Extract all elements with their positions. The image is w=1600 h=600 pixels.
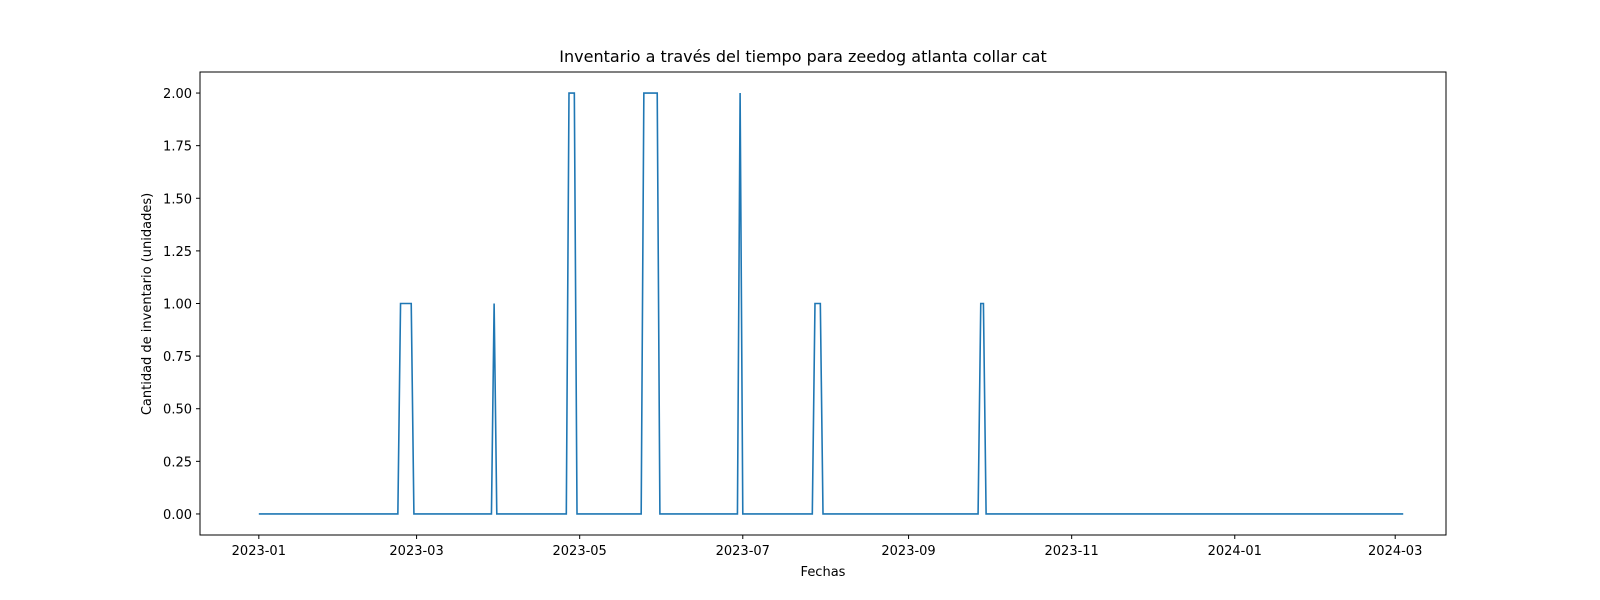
x-tick-label: 2024-01 bbox=[1208, 544, 1262, 559]
series-line bbox=[258, 92, 1404, 515]
y-tick-label: 1.25 bbox=[163, 245, 192, 260]
y-tick-label: 1.00 bbox=[163, 298, 192, 313]
x-tick-label: 2023-01 bbox=[232, 544, 286, 559]
y-tick-label: 2.00 bbox=[163, 87, 192, 102]
y-tick-label: 1.50 bbox=[163, 192, 192, 207]
x-tick-label: 2023-05 bbox=[553, 544, 607, 559]
x-tick-label: 2023-11 bbox=[1045, 544, 1099, 559]
y-tick-label: 0.25 bbox=[163, 455, 192, 470]
x-tick-label: 2024-03 bbox=[1368, 544, 1422, 559]
chart-title: Inventario a través del tiempo para zeed… bbox=[559, 47, 1046, 66]
x-axis-label: Fechas bbox=[801, 565, 846, 580]
series-group bbox=[258, 92, 1404, 515]
y-tick-label: 0.50 bbox=[163, 403, 192, 418]
x-tick-label: 2023-07 bbox=[716, 544, 770, 559]
x-tick-label: 2023-09 bbox=[881, 544, 935, 559]
x-tick-label: 2023-03 bbox=[389, 544, 443, 559]
x-axis: 2023-01 2023-03 2023-05 2023-07 2023-09 2023-… bbox=[232, 535, 1422, 559]
y-axis: 0.00 0.25 0.50 0.75 1.00 1.25 1.50 1.75 2.00 bbox=[163, 87, 200, 523]
y-tick-label: 0.75 bbox=[163, 350, 192, 365]
y-axis-label: Cantidad de inventario (unidades) bbox=[140, 193, 155, 415]
y-tick-label: 0.00 bbox=[163, 508, 192, 523]
y-tick-label: 1.75 bbox=[163, 140, 192, 155]
